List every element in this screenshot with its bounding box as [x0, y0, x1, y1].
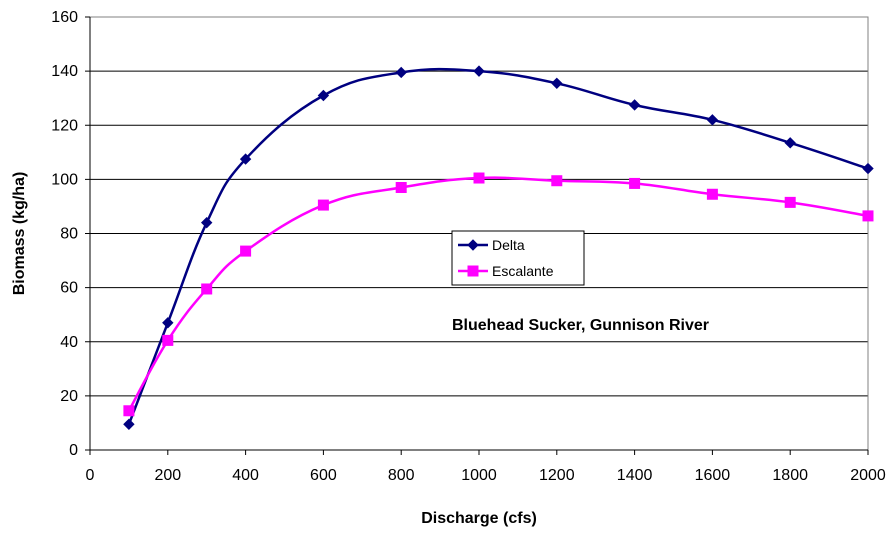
data-point-delta	[551, 77, 563, 90]
legend-marker-delta	[467, 239, 479, 251]
x-tick-label: 1600	[695, 467, 731, 484]
y-tick-label: 60	[60, 280, 78, 297]
series-line-delta	[127, 67, 869, 425]
y-tick-label: 120	[51, 117, 78, 134]
legend-marker-shape	[467, 265, 479, 277]
data-point-delta	[162, 317, 174, 329]
y-axis-title: Biomass (kg/ha)	[11, 172, 28, 296]
x-tick-label: 200	[154, 467, 181, 484]
data-point-delta	[395, 66, 407, 79]
data-point-delta	[239, 153, 252, 165]
x-tick-label: 1000	[461, 467, 497, 484]
data-point-escalante	[473, 172, 485, 184]
legend: Delta Escalante	[451, 230, 585, 286]
data-point-escalante	[706, 188, 718, 200]
data-point-escalante	[201, 283, 213, 295]
y-tick-label: 80	[60, 226, 78, 243]
legend-marker-shape	[467, 239, 479, 251]
x-tick-label: 400	[232, 467, 259, 484]
data-point-escalante	[240, 245, 252, 257]
y-tick-label: 160	[51, 9, 78, 26]
legend-label-escalante: Escalante	[492, 263, 554, 279]
y-tick-labels: 0 20 40 60 80 100 120 140 160	[51, 9, 78, 459]
series-delta	[123, 65, 874, 430]
data-point-delta	[628, 99, 641, 111]
data-point-delta	[862, 162, 874, 175]
data-point-delta	[317, 89, 330, 102]
data-point-escalante	[395, 181, 407, 193]
x-tick-label: 800	[388, 467, 415, 484]
y-tick-label: 40	[60, 334, 78, 351]
data-point-escalante	[862, 210, 874, 222]
x-tick-label: 2000	[850, 467, 886, 484]
data-point-delta	[200, 216, 213, 229]
x-tick-label: 1800	[772, 467, 808, 484]
data-point-escalante	[551, 175, 563, 187]
data-point-escalante	[629, 177, 641, 189]
data-point-escalante	[784, 196, 796, 208]
x-tick-label: 1400	[617, 467, 653, 484]
data-point-delta	[473, 65, 485, 77]
y-tick-label: 100	[51, 171, 78, 188]
chart-annotation: Bluehead Sucker, Gunnison River	[452, 317, 709, 334]
x-axis-title: Discharge (cfs)	[421, 510, 537, 527]
legend-marker-escalante	[467, 265, 479, 277]
axes	[85, 16, 869, 455]
data-point-delta	[784, 137, 796, 149]
y-tick-label: 20	[60, 388, 78, 405]
series-layer	[123, 65, 874, 430]
series-escalante	[123, 172, 874, 417]
y-tick-label: 140	[51, 63, 78, 80]
legend-label-delta: Delta	[492, 237, 525, 253]
data-point-escalante	[123, 405, 135, 417]
data-point-escalante	[317, 199, 329, 211]
x-tick-label: 1200	[539, 467, 575, 484]
data-point-delta	[706, 114, 719, 126]
x-tick-label: 600	[310, 467, 337, 484]
x-tick-label: 0	[86, 467, 95, 484]
x-tick-labels: 0 200 400 600 800 1000 1200 1400 1600 1800 2000	[86, 467, 886, 484]
data-point-delta	[123, 418, 135, 430]
y-tick-label: 0	[69, 442, 78, 459]
data-point-escalante	[162, 334, 174, 346]
series-line-escalante	[127, 176, 869, 412]
